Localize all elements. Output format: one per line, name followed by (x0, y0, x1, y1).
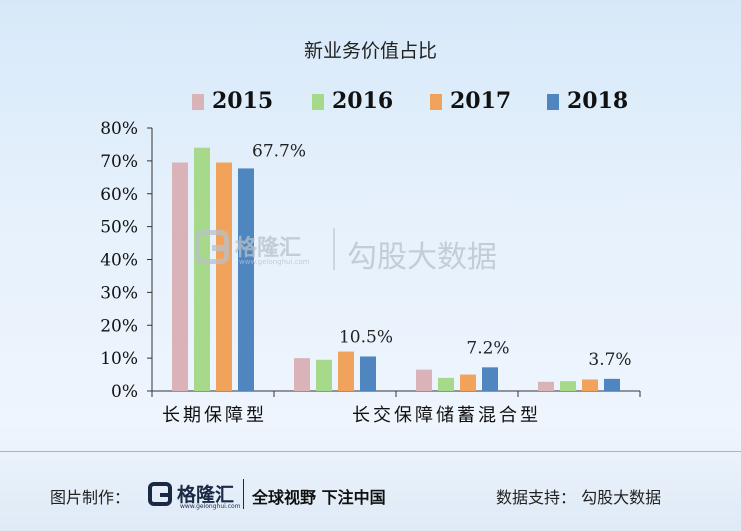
watermark-divider (333, 228, 335, 270)
chart-labels: 67.7% 10.5% 7.2% 3.7% 长期保障型 长交保障储蓄混合型 (162, 141, 632, 426)
bar-2016 (194, 147, 210, 391)
category-label: 长交保障储蓄混合型 (352, 405, 541, 426)
bar-2018 (482, 367, 498, 391)
y-tick-label: 20% (100, 316, 138, 336)
data-label: 3.7% (588, 350, 631, 370)
bar-2015 (538, 381, 554, 391)
footer-slogan: 全球视野 下注中国 (252, 488, 386, 507)
watermark-logo-icon (195, 230, 229, 264)
data-label: 7.2% (466, 338, 509, 358)
footer-brand: 格隆汇 (177, 484, 235, 506)
legend-label-2015: 2015 (212, 88, 274, 114)
y-tick-label: 30% (100, 283, 138, 303)
footer-data-support: 数据支持： 勾股大数据 (496, 488, 662, 507)
data-label: 10.5% (339, 327, 393, 347)
footer-logo-icon (148, 482, 172, 506)
watermark-brand: 格隆汇 (235, 236, 302, 261)
footer-maker-label: 图片制作： (50, 488, 131, 507)
bar-2015 (294, 358, 310, 391)
y-tick-label: 60% (100, 185, 138, 205)
legend-swatch-2017 (430, 94, 442, 110)
bar-2018 (238, 168, 254, 391)
footer-separator (243, 479, 244, 509)
y-tick-label: 0% (111, 382, 138, 402)
y-tick-label: 70% (100, 152, 138, 172)
bar-2016 (560, 381, 576, 391)
legend-swatch-2016 (312, 94, 324, 110)
chart-bars (172, 147, 620, 391)
bar-2015 (172, 162, 188, 391)
watermark-text: 勾股大数据 (347, 240, 497, 275)
legend-label-2018: 2018 (567, 88, 629, 114)
y-tick-label: 50% (100, 218, 138, 238)
bar-2015 (416, 369, 432, 391)
chart-title: 新业务价值占比 (303, 40, 437, 62)
y-tick-label: 80% (100, 119, 138, 139)
bar-2016 (316, 359, 332, 391)
bar-2017 (460, 374, 476, 391)
footer-brand-url: www.gelonghui.com (180, 503, 241, 510)
watermark-url: www.gelonghui.com (239, 258, 310, 266)
legend-label-2016: 2016 (332, 88, 394, 114)
legend-label-2017: 2017 (450, 88, 512, 114)
bar-2017 (582, 379, 598, 391)
bar-2017 (338, 351, 354, 391)
bar-2017 (216, 162, 232, 391)
bar-2016 (438, 377, 454, 391)
bar-2018 (604, 378, 620, 391)
footer: 图片制作： 格隆汇 www.gelonghui.com 全球视野 下注中国 数据… (0, 452, 741, 531)
bar-2018 (360, 356, 376, 391)
legend-swatch-2018 (547, 94, 559, 110)
y-tick-label: 10% (100, 349, 138, 369)
footer-divider (0, 451, 741, 452)
y-tick-label: 40% (100, 251, 138, 271)
chart-axes: 0% 10% 20% 30% 40% 50% 60% 70% 80% (100, 119, 641, 402)
legend-swatch-2015 (192, 94, 204, 110)
category-label: 长期保障型 (162, 405, 267, 426)
data-label: 67.7% (252, 141, 306, 161)
